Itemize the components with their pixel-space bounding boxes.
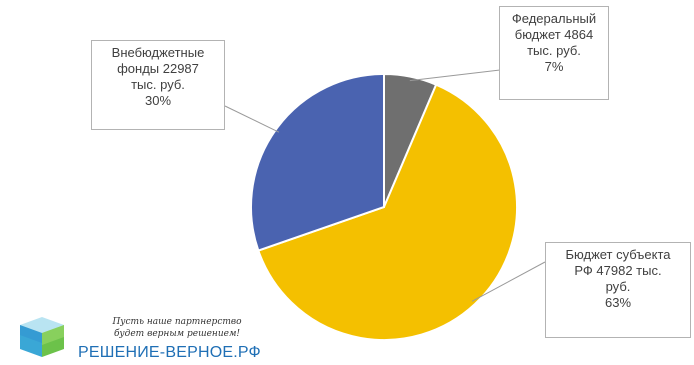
data-label-line: тыс. руб. [527, 43, 581, 58]
data-label-line: 7% [544, 59, 564, 74]
data-label-federal-budget: Федеральный бюджет 4864 тыс. руб. 7% [499, 6, 609, 100]
data-label-line: РФ 47982 тыс. [574, 263, 662, 278]
data-label-line: бюджет 4864 [514, 27, 594, 42]
data-label-line: фонды 22987 [117, 61, 199, 76]
pie-slice [250, 72, 385, 252]
data-label-line: 30% [144, 93, 172, 108]
logo-name: РЕШЕНИЕ-ВЕРНОЕ.РФ [78, 344, 261, 361]
leader-lines [224, 69, 546, 302]
leader-line [224, 105, 280, 133]
data-label-extrabudgetary-funds: Внебюджетные фонды 22987 тыс. руб. 30% [91, 40, 225, 130]
logo-slogan-line: Пусть наше партнерство [112, 317, 242, 327]
leader-line [471, 261, 546, 302]
data-label-line: Бюджет субъекта [565, 247, 671, 262]
data-label-line: 63% [604, 295, 632, 310]
data-label-subject-budget: Бюджет субъекта РФ 47982 тыс. руб. 63% [545, 242, 691, 338]
data-label-line: тыс. руб. [131, 77, 185, 92]
logo-cube-icon [20, 317, 64, 357]
logo-slogan-line: будет верным решением! [113, 329, 241, 339]
logo-slogan: Пусть наше партнерство будет верным реше… [92, 316, 262, 340]
pie-slice [257, 83, 518, 341]
pie-slices [250, 72, 518, 341]
data-label-line: Внебюджетные [111, 45, 205, 60]
data-label-line: руб. [605, 279, 631, 294]
data-label-line: Федеральный [511, 11, 597, 26]
leader-line [409, 69, 501, 82]
